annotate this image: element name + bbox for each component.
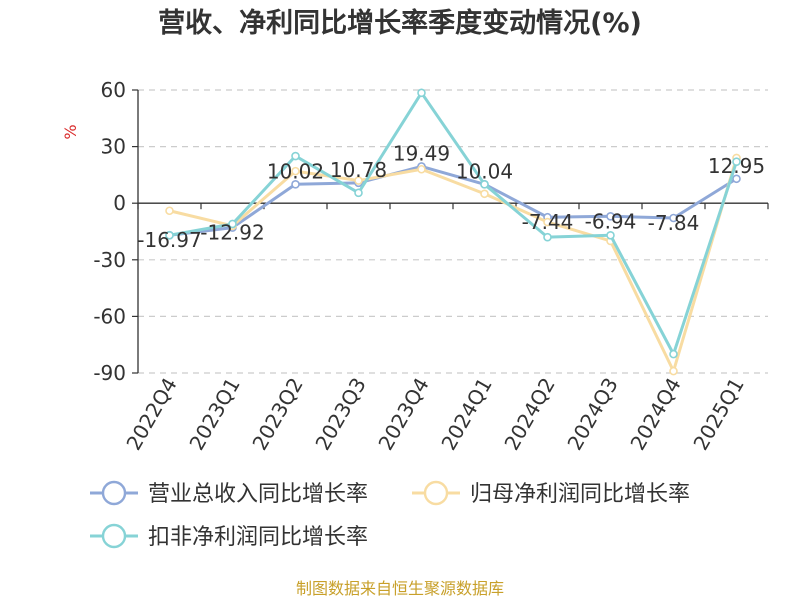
series-line [169,91,738,356]
legend-label: 归母净利润同比增长率 [470,482,690,507]
legend-item[interactable]: 营业总收入同比增长率 [90,480,368,507]
data-label: -7.44 [522,210,574,234]
x-tick-label: 2025Q1 [688,374,748,455]
data-label: 10.02 [267,159,324,183]
data-label: 19.49 [393,141,450,165]
data-point[interactable] [480,189,489,199]
data-point[interactable] [732,174,741,184]
series-group [165,88,741,376]
x-tick-label: 2023Q2 [247,374,307,455]
legend-swatch-marker [101,523,127,549]
y-axis-unit: % [61,124,80,139]
x-tick-label: 2024Q1 [436,374,496,455]
data-point[interactable] [543,232,552,242]
data-point[interactable] [543,217,552,227]
legend-item[interactable]: 扣非净利润同比增长率 [90,523,368,550]
source-note: 制图数据来自恒生聚源数据库 [296,579,504,598]
data-label: 10.04 [456,159,513,183]
x-tick-label: 2023Q1 [184,374,244,455]
data-point[interactable] [291,179,300,189]
data-point[interactable] [606,211,615,221]
data-point[interactable] [228,219,237,229]
x-tick-label: 2023Q3 [310,374,370,455]
x-tick-label: 2024Q4 [625,374,685,455]
y-tick-label: 60 [101,78,126,102]
x-tick-label: 2022Q4 [121,374,181,455]
data-point[interactable] [669,349,678,359]
y-tick-label: -60 [93,304,126,328]
data-label: 10.78 [330,158,387,182]
legend-label: 营业总收入同比增长率 [148,482,368,507]
data-point[interactable] [417,88,426,98]
legend-item[interactable]: 归母净利润同比增长率 [412,480,690,507]
legend-label: 扣非净利润同比增长率 [148,525,368,550]
data-point[interactable] [606,230,615,240]
grid [138,89,768,374]
data-point[interactable] [165,230,174,240]
data-point[interactable] [354,188,363,198]
data-label: -6.94 [585,209,637,233]
x-tick-label: 2024Q3 [562,374,622,455]
y-tick-label: 0 [113,191,126,215]
data-label: -16.97 [137,228,201,252]
data-point[interactable] [480,180,489,189]
data-point[interactable] [165,206,174,216]
y-tick-label: -90 [93,361,126,385]
legend-swatch-marker [423,480,449,506]
data-label: -12.92 [200,221,264,245]
data-point[interactable] [291,166,300,176]
series-line [169,164,738,237]
y-tick-label: 30 [101,135,126,159]
data-point[interactable] [732,157,741,166]
data-label: -7.84 [648,211,700,235]
legend-swatch-marker [101,480,127,506]
y-tick-label: -30 [93,248,126,272]
series-line [169,157,738,373]
x-tick-label: 2024Q2 [499,374,559,455]
data-point[interactable] [354,176,363,185]
data-point[interactable] [291,151,300,161]
data-label: 12.95 [708,154,765,178]
data-point[interactable] [669,213,678,223]
x-tick-label: 2023Q4 [373,374,433,455]
data-point[interactable] [669,366,678,376]
y-axis: 60 30 0 -30 -60 -90 [93,78,139,385]
data-point[interactable] [417,164,426,174]
chart-title: 营收、净利同比增长率季度变动情况(%) [158,7,642,39]
